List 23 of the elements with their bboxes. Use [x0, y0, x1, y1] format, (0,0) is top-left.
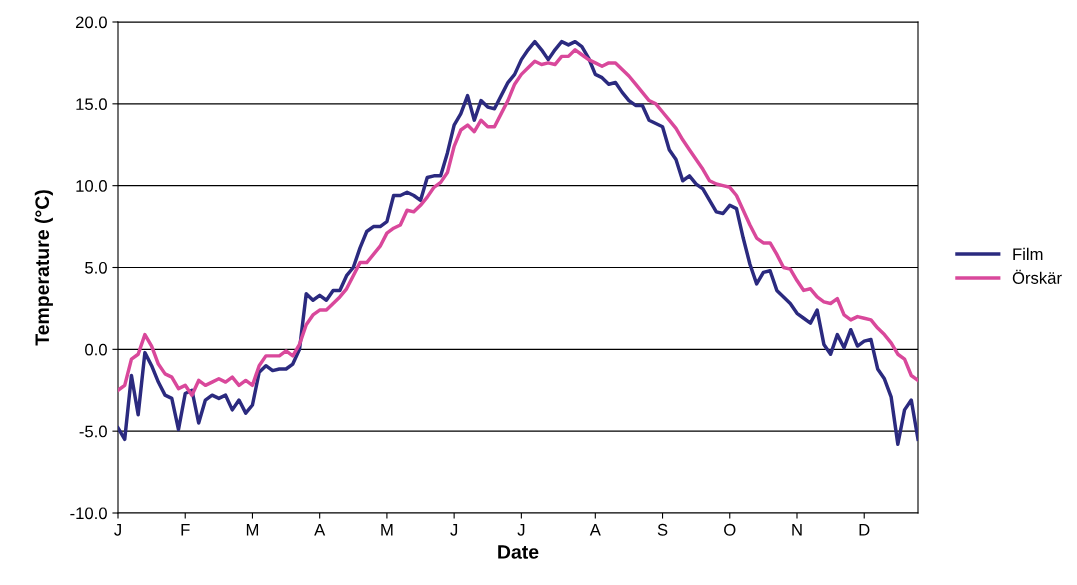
x-tick-label: D	[859, 524, 870, 536]
x-axis-title: Date	[498, 545, 539, 559]
x-tick-label: A	[314, 524, 326, 536]
legend-label: Örskär	[1012, 269, 1062, 284]
x-tick-label: J	[450, 524, 458, 536]
x-tick-label: N	[792, 524, 802, 536]
y-tick-label: -5.0	[79, 425, 107, 438]
x-tick-label: J	[114, 524, 121, 536]
y-tick-label: -10.0	[70, 507, 107, 520]
x-tick-label: S	[657, 523, 668, 536]
x-tick-label: M	[246, 524, 259, 536]
y-tick-label: 15.0	[76, 98, 107, 111]
x-tick-label: A	[589, 524, 601, 536]
x-tick-label: F	[181, 524, 190, 536]
y-axis-title: Temperature (°C)	[34, 190, 53, 346]
y-tick-label: 5.0	[85, 261, 107, 274]
x-tick-label: M	[381, 524, 393, 536]
y-tick-label: 20.0	[75, 16, 107, 29]
x-tick-label: O	[724, 523, 736, 536]
legend-label: Film	[1013, 247, 1043, 260]
x-tick-label: J	[517, 524, 525, 536]
y-tick-label: 10.0	[76, 180, 107, 192]
y-tick-label: 0.0	[85, 343, 107, 356]
